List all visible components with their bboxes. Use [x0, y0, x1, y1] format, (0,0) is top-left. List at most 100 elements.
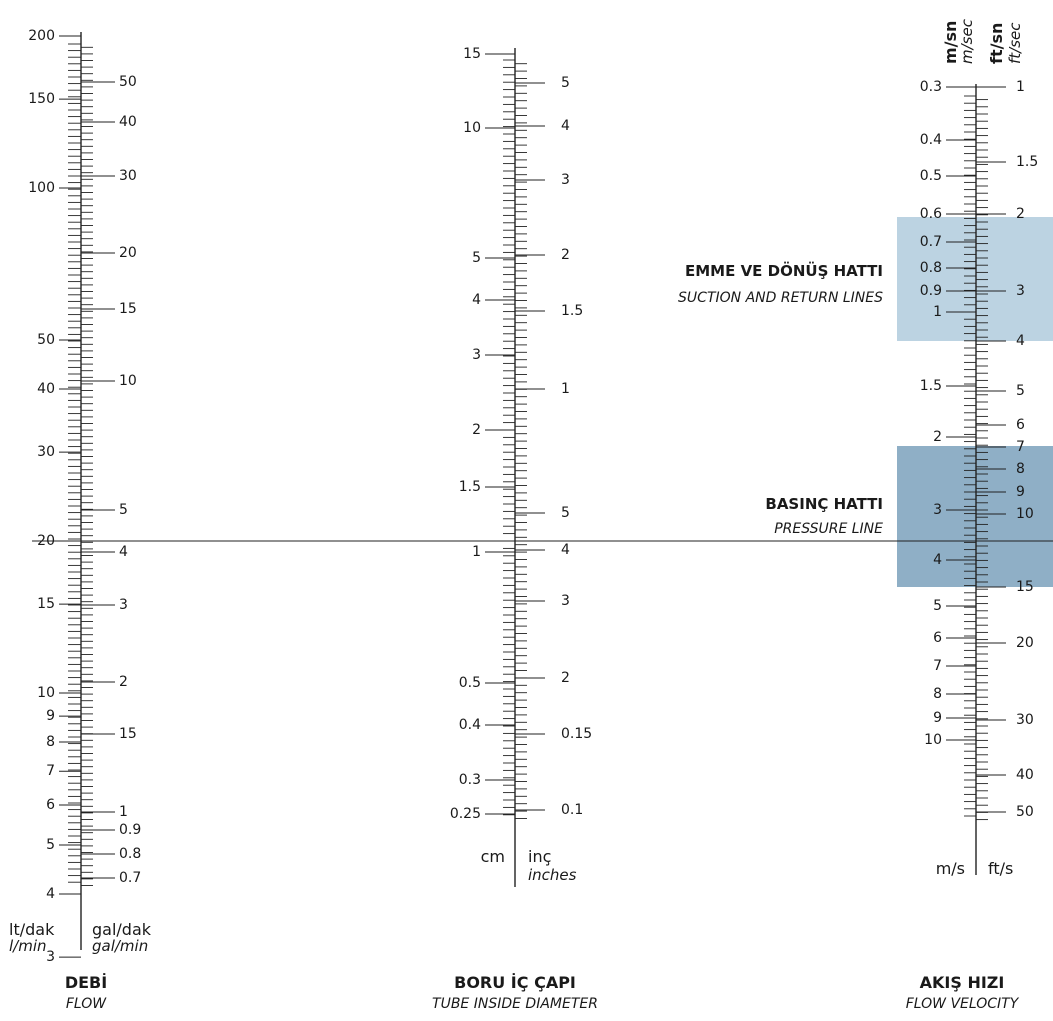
velocity-fts-tick-label: 4: [1016, 333, 1025, 349]
diameter-inch-tick-label: 2: [561, 670, 570, 686]
velocity-bottom-right-unit: ft/s: [988, 859, 1013, 878]
flow-gal-tick-label: 20: [119, 245, 137, 261]
flow-gal-tick-label: 5: [119, 502, 128, 518]
velocity-fts-tick-label: 40: [1016, 767, 1034, 783]
velocity-top-right-unit: ft/sn: [987, 23, 1006, 64]
velocity-fts-tick-label: 7: [1016, 439, 1025, 455]
diameter-cm-tick-label: 10: [463, 120, 481, 136]
flow-right-unit: gal/dak: [92, 920, 152, 939]
diameter-inch-tick-label: 4: [561, 542, 570, 558]
velocity-fts-tick-label: 6: [1016, 417, 1025, 433]
flow-title: DEBİ: [65, 973, 107, 992]
velocity-fts-tick-label: 30: [1016, 712, 1034, 728]
flow-left-unit: lt/dak: [9, 920, 55, 939]
velocity-fts-tick-label: 8: [1016, 461, 1025, 477]
flow-tick-label: 150: [28, 91, 55, 107]
flow-tick-label: 8: [46, 734, 55, 750]
velocity-subtitle: FLOW VELOCITY: [906, 996, 1020, 1012]
flow-tick-label: 6: [46, 797, 55, 813]
velocity-ms-tick-label: 0.6: [920, 206, 942, 222]
pressure-zone-label-en: PRESSURE LINE: [774, 521, 883, 537]
diameter-left-unit: cm: [481, 847, 505, 866]
flow-gal-tick-label: 0.7: [119, 870, 141, 886]
flow-gal-tick-label: 1: [119, 804, 128, 820]
diameter-cm-tick-label: 2: [472, 422, 481, 438]
flow-gal-tick-label: 15: [119, 726, 137, 742]
velocity-ms-tick-label: 4: [933, 552, 942, 568]
velocity-ms-tick-label: 7: [933, 658, 942, 674]
velocity-fts-tick-label: 2: [1016, 206, 1025, 222]
velocity-bottom-left-unit: m/s: [936, 859, 965, 878]
velocity-fts-tick-label: 1: [1016, 79, 1025, 95]
velocity-ms-tick-label: 9: [933, 710, 942, 726]
diameter-cm-tick-label: 5: [472, 250, 481, 266]
pressure-zone-band: [897, 446, 1053, 587]
flow-right-unit-en: gal/min: [92, 937, 148, 955]
diameter-inch-tick-label: 4: [561, 118, 570, 134]
diameter-cm-tick-label: 3: [472, 347, 481, 363]
diameter-right-unit: inç: [528, 847, 551, 866]
flow-gal-tick-label: 4: [119, 544, 128, 560]
minor-ticks: [68, 43, 988, 886]
suction-zone-label: EMME VE DÖNÜŞ HATTI: [685, 261, 883, 280]
velocity-fts-tick-label: 5: [1016, 383, 1025, 399]
velocity-fts-tick-label: 20: [1016, 635, 1034, 651]
velocity-ms-tick-label: 0.8: [920, 260, 942, 276]
pressure-zone-label: BASINÇ HATTI: [765, 495, 883, 513]
flow-gal-tick-label: 2: [119, 674, 128, 690]
velocity-ms-tick-label: 1: [933, 304, 942, 320]
velocity-ms-tick-label: 0.3: [920, 79, 942, 95]
flow-gal-tick-label: 0.8: [119, 846, 141, 862]
velocity-ms-tick-label: 0.4: [920, 132, 942, 148]
diameter-cm-tick-label: 1.5: [459, 479, 481, 495]
velocity-ms-tick-label: 8: [933, 686, 942, 702]
velocity-ms-tick-label: 6: [933, 630, 942, 646]
flow-tick-label: 200: [28, 28, 55, 44]
suction-zone-label-en: SUCTION AND RETURN LINES: [678, 290, 883, 306]
flow-gal-tick-label: 15: [119, 301, 137, 317]
velocity-ms-tick-label: 10: [924, 732, 942, 748]
flow-tick-label: 9: [46, 708, 55, 724]
flow-tick-label: 30: [37, 444, 55, 460]
diameter-cm-tick-label: 15: [463, 46, 481, 62]
diameter-cm-tick-label: 4: [472, 292, 481, 308]
velocity-top-left-unit-en: m/sec: [958, 18, 976, 64]
velocity-fts-tick-label: 10: [1016, 506, 1034, 522]
velocity-ms-tick-label: 5: [933, 598, 942, 614]
flow-tick-label: 20: [37, 533, 55, 549]
velocity-fts-tick-label: 50: [1016, 804, 1034, 820]
flow-tick-label: 7: [46, 763, 55, 779]
velocity-fts-tick-label: 9: [1016, 484, 1025, 500]
diameter-cm-tick-label: 0.4: [459, 717, 481, 733]
velocity-fts-tick-label: 1.5: [1016, 154, 1038, 170]
velocity-top-right-unit-en: ft/sec: [1006, 22, 1024, 64]
flow-gal-tick-label: 10: [119, 373, 137, 389]
flow-tick-label: 3: [46, 949, 55, 965]
flow-left-unit-en: l/min: [9, 937, 47, 955]
velocity-ms-tick-label: 3: [933, 502, 942, 518]
diameter-cm-tick-label: 0.3: [459, 772, 481, 788]
velocity-ms-tick-label: 0.9: [920, 283, 942, 299]
velocity-ms-tick-label: 2: [933, 429, 942, 445]
velocity-ms-tick-label: 0.7: [920, 234, 942, 250]
diameter-inch-tick-label: 1: [561, 381, 570, 397]
flow-tick-label: 4: [46, 886, 55, 902]
diameter-cm-tick-label: 0.5: [459, 675, 481, 691]
velocity-fts-tick-label: 15: [1016, 579, 1034, 595]
flow-gal-tick-label: 50: [119, 74, 137, 90]
diameter-subtitle: TUBE INSIDE DIAMETER: [432, 996, 598, 1012]
diameter-right-unit-en: inches: [528, 866, 577, 884]
diameter-cm-tick-label: 0.25: [450, 806, 481, 822]
flow-tick-label: 50: [37, 332, 55, 348]
diameter-inch-tick-label: 5: [561, 505, 570, 521]
major-ticks: 3002001501005040302015109876543504030201…: [28, 28, 1038, 965]
flow-subtitle: FLOW: [66, 996, 107, 1012]
flow-gal-tick-label: 0.9: [119, 822, 141, 838]
velocity-title: AKIŞ HIZI: [920, 973, 1005, 992]
velocity-ms-tick-label: 0.5: [920, 168, 942, 184]
diameter-inch-tick-label: 0.1: [561, 802, 583, 818]
diameter-inch-tick-label: 5: [561, 75, 570, 91]
flow-tick-label: 5: [46, 837, 55, 853]
diameter-inch-tick-label: 1.5: [561, 303, 583, 319]
